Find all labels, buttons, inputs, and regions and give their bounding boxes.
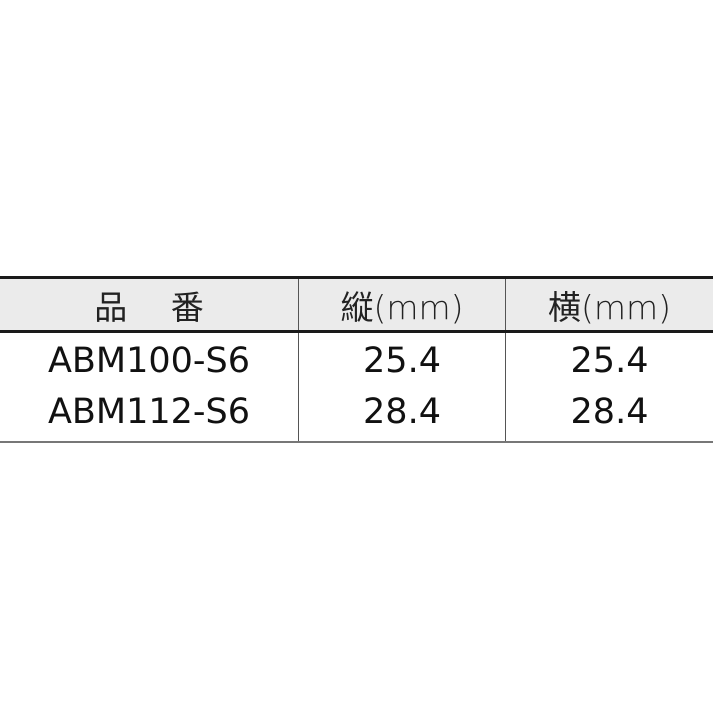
- table-cell: ABM100-S6: [47, 340, 251, 381]
- table-cell: 28.4: [363, 391, 441, 432]
- column-height: 25.4 28.4: [298, 333, 505, 441]
- header-width-mm: 横(mm): [505, 279, 713, 330]
- column-part-number: ABM100-S6 ABM112-S6: [0, 333, 298, 441]
- table-body: ABM100-S6 ABM112-S6 25.4 28.4 25.4 28.4: [0, 333, 713, 441]
- table-cell: 25.4: [570, 340, 649, 381]
- spec-table: 品 番 縦(mm) 横(mm) ABM100-S6 ABM112-S6 25.4…: [0, 276, 713, 443]
- table-header-row: 品 番 縦(mm) 横(mm): [0, 279, 713, 333]
- table-top-border: [0, 276, 713, 279]
- table-bottom-border: [0, 441, 713, 443]
- header-part-number: 品 番: [94, 287, 204, 327]
- table-cell: ABM112-S6: [47, 391, 251, 432]
- column-width: 25.4 28.4: [505, 333, 713, 441]
- table-cell: 28.4: [570, 391, 649, 432]
- header-height-mm: 縦(mm): [298, 279, 505, 330]
- table-cell: 25.4: [363, 340, 441, 381]
